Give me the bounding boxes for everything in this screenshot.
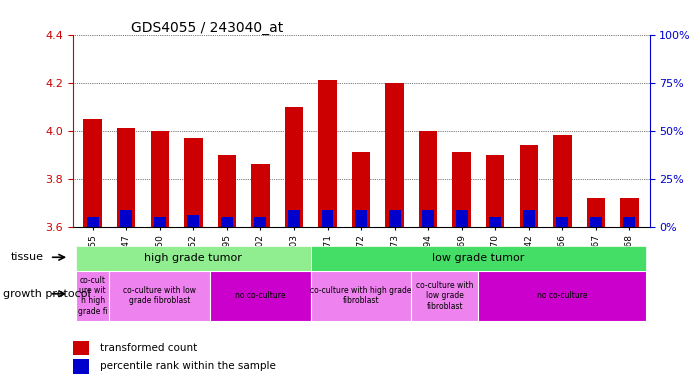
Bar (187, 215, 199, 227)
Bar (73, 359, 89, 374)
Text: no co-culture: no co-culture (537, 291, 587, 300)
Bar (352, 152, 370, 227)
Text: no co-culture: no co-culture (235, 291, 285, 300)
Bar (120, 210, 132, 227)
Bar (520, 145, 538, 227)
Bar (453, 152, 471, 227)
Bar (422, 210, 434, 227)
Text: GDS4055 / 243040_at: GDS4055 / 243040_at (131, 21, 283, 35)
Bar (523, 210, 535, 227)
Text: co-culture with low
grade fibroblast: co-culture with low grade fibroblast (123, 286, 196, 305)
Bar (623, 217, 636, 227)
Bar (76, 246, 311, 271)
Bar (419, 131, 437, 227)
Bar (319, 80, 337, 227)
Bar (109, 271, 210, 321)
Bar (210, 271, 311, 321)
Text: co-culture with
low grade
fibroblast: co-culture with low grade fibroblast (416, 281, 473, 311)
Bar (411, 271, 478, 321)
Bar (553, 136, 571, 227)
Text: transformed count: transformed count (100, 343, 198, 353)
Bar (311, 271, 411, 321)
Bar (86, 217, 99, 227)
Bar (590, 217, 602, 227)
Bar (587, 198, 605, 227)
Bar (478, 271, 646, 321)
Text: high grade tumor: high grade tumor (144, 253, 243, 263)
Bar (252, 164, 269, 227)
Bar (486, 155, 504, 227)
Bar (184, 138, 202, 227)
Bar (117, 128, 135, 227)
Bar (76, 271, 109, 321)
Bar (221, 217, 233, 227)
Bar (386, 83, 404, 227)
Bar (288, 210, 300, 227)
Bar (84, 119, 102, 227)
Bar (73, 341, 89, 355)
Text: percentile rank within the sample: percentile rank within the sample (100, 361, 276, 371)
Bar (489, 217, 501, 227)
Bar (151, 131, 169, 227)
Bar (388, 210, 401, 227)
Text: low grade tumor: low grade tumor (433, 253, 524, 263)
Text: co-cult
ure wit
h high
grade fi: co-cult ure wit h high grade fi (78, 276, 108, 316)
Bar (285, 107, 303, 227)
Text: growth protocol: growth protocol (3, 289, 91, 299)
Bar (621, 198, 638, 227)
Bar (455, 210, 468, 227)
Bar (254, 217, 267, 227)
Text: co-culture with high grade
fibroblast: co-culture with high grade fibroblast (310, 286, 412, 305)
Text: tissue: tissue (10, 252, 44, 262)
Bar (556, 217, 568, 227)
Bar (321, 210, 334, 227)
Bar (311, 246, 646, 271)
Bar (355, 210, 367, 227)
Bar (218, 155, 236, 227)
Bar (154, 217, 166, 227)
